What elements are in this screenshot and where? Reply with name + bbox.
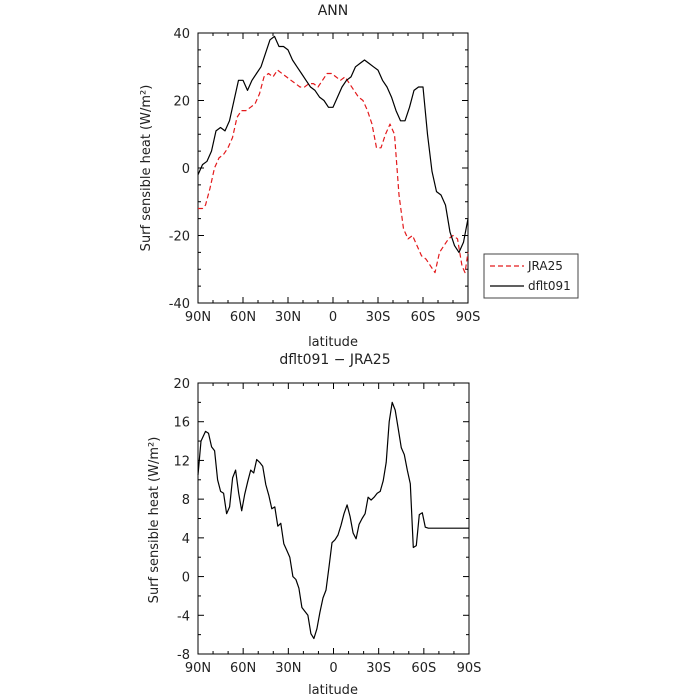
x-tick-label: 60S: [411, 661, 436, 676]
x-tick-label: 90N: [185, 661, 211, 676]
x-axis-label: latitude: [308, 683, 358, 698]
y-tick-label: 8: [182, 493, 190, 508]
y-tick-label: 0: [182, 571, 190, 586]
chart-title: ANN: [318, 3, 349, 19]
y-tick-label: 0: [182, 162, 190, 177]
y-tick-label: 4: [182, 532, 190, 547]
y-tick-label: -8: [177, 648, 190, 663]
y-tick-label: 12: [173, 454, 190, 469]
series-line-difference: [197, 401, 469, 640]
x-tick-label: 0: [329, 310, 337, 325]
x-tick-label: 90S: [457, 661, 482, 676]
x-tick-label: 30S: [366, 310, 391, 325]
x-tick-label: 90N: [185, 310, 211, 325]
legend: JRA25 dflt091: [483, 253, 579, 299]
series-line-jra25: [198, 69, 469, 274]
axis-ticks: 90N 60N 30N 0 30S 60S 90S -8 -4 0 4 8 12 16 20: [173, 377, 481, 676]
x-tick-label: 30S: [366, 661, 391, 676]
y-tick-label: -20: [169, 230, 190, 245]
y-tick-label: 40: [173, 27, 190, 42]
x-tick-label: 0: [329, 661, 337, 676]
y-tick-label: 16: [173, 416, 190, 431]
legend-label-dflt091: dflt091: [528, 279, 571, 293]
chart-panel-annual: ANN 90N 60N 30N 0 30S 60S 90S -40 -20 0 20 40 latit…: [139, 3, 579, 350]
legend-box: [483, 253, 579, 299]
plot-frame: [197, 32, 469, 304]
axis-ticks: 90N 60N 30N 0 30S 60S 90S -40 -20 0 20 40: [169, 27, 481, 325]
y-axis-label: Surf sensible heat (W/m²): [139, 85, 154, 252]
plot-frame: [197, 382, 470, 655]
y-tick-label: 20: [173, 377, 190, 392]
series-group: [197, 401, 469, 640]
y-axis-label: Surf sensible heat (W/m²): [147, 437, 162, 604]
x-tick-label: 60N: [230, 661, 256, 676]
series-line-dflt091: [197, 35, 469, 253]
chart-title: dflt091 − JRA25: [279, 352, 390, 368]
legend-label-jra25: JRA25: [527, 259, 563, 273]
x-tick-label: 60S: [411, 310, 436, 325]
y-tick-label: -40: [169, 297, 190, 312]
x-tick-label: 90S: [456, 310, 481, 325]
x-tick-label: 60N: [230, 310, 256, 325]
chart-panel-difference: dflt091 − JRA25 90N 60N 30N 0 30S 60S 90S -8 -4 0…: [147, 352, 481, 698]
series-group: [197, 35, 469, 274]
y-tick-label: 20: [173, 95, 190, 110]
x-tick-label: 30N: [275, 310, 301, 325]
x-tick-label: 30N: [275, 661, 301, 676]
y-tick-label: -4: [177, 609, 190, 624]
x-axis-label: latitude: [308, 335, 358, 350]
